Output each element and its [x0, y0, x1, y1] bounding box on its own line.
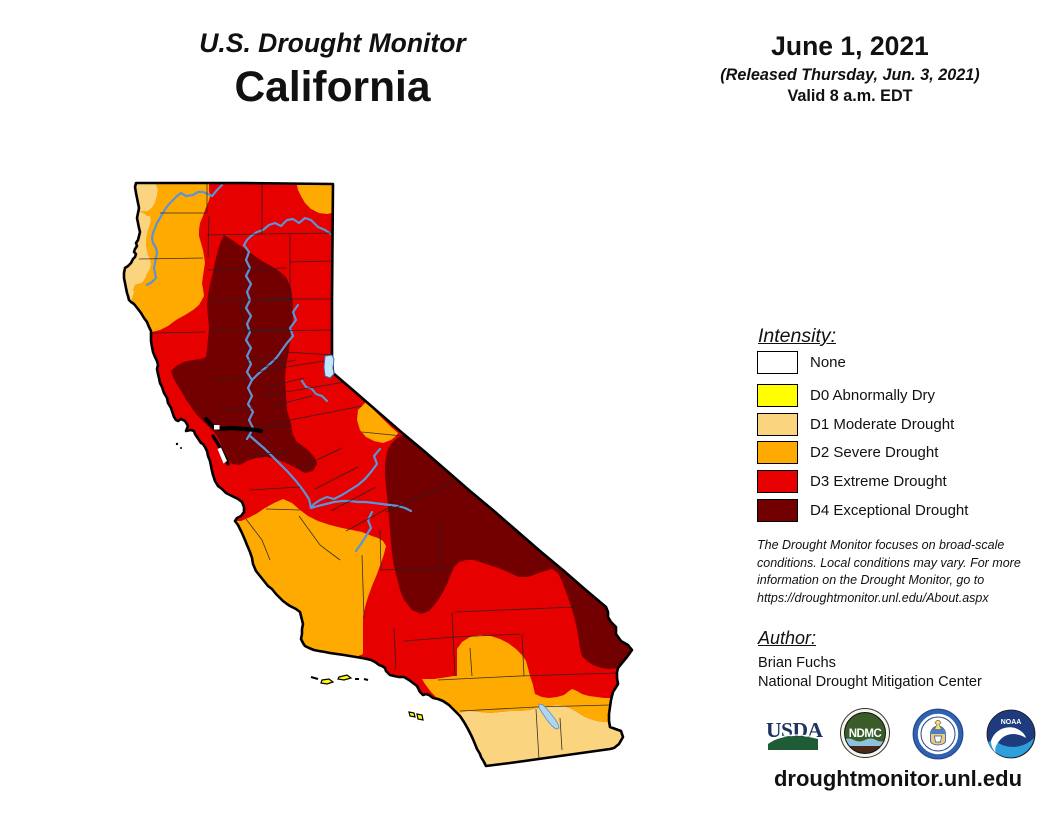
- svg-text:NOAA: NOAA: [1001, 719, 1022, 726]
- svg-text:NDMC: NDMC: [849, 728, 882, 740]
